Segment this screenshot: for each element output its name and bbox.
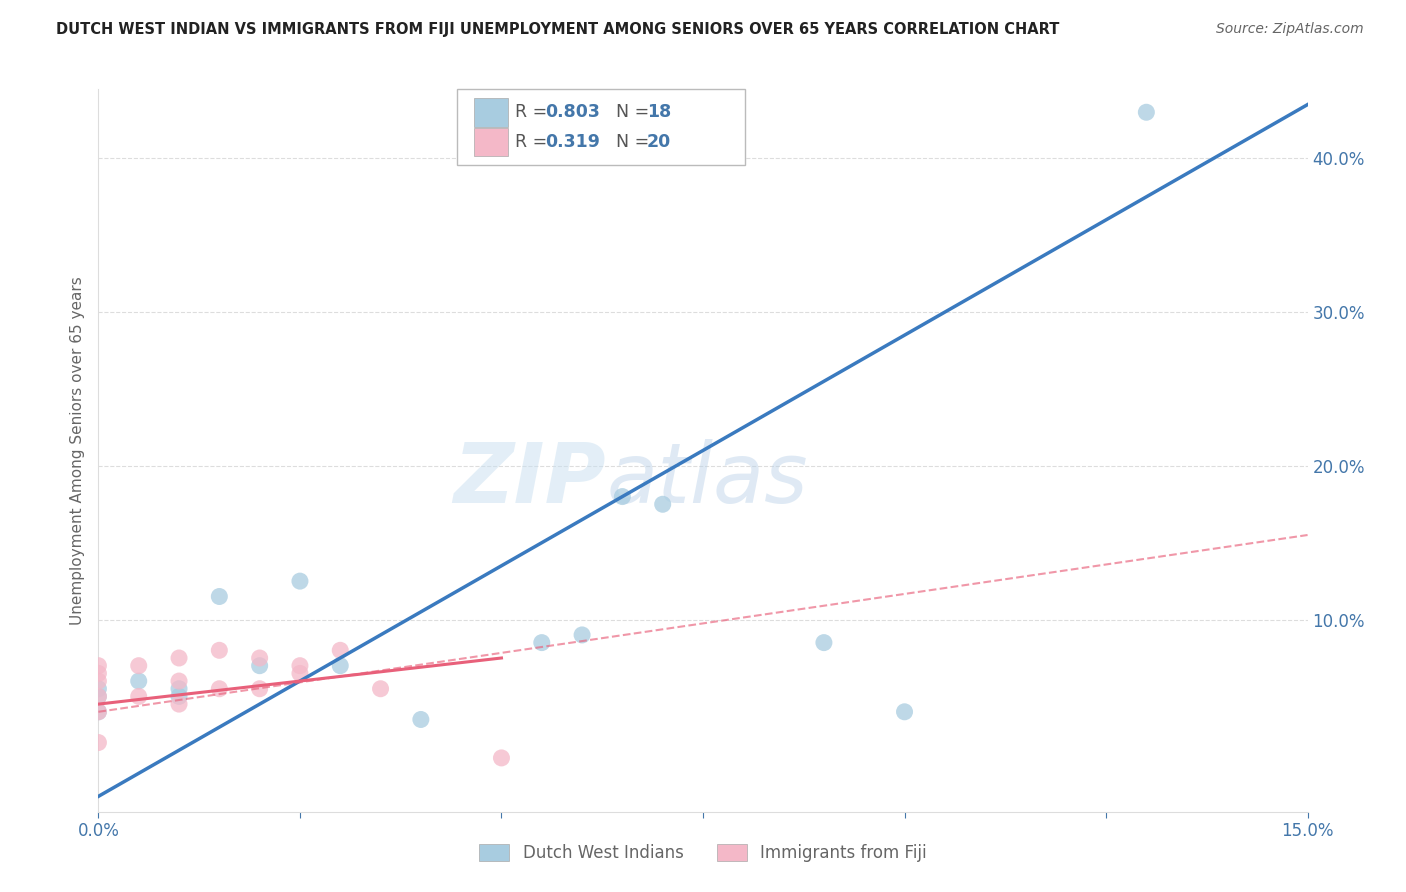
Point — [87, 735, 110, 749]
Point — [329, 643, 352, 657]
Text: Source: ZipAtlas.com: Source: ZipAtlas.com — [1216, 22, 1364, 37]
Point — [1135, 105, 1157, 120]
Point — [87, 690, 110, 704]
Point — [612, 490, 634, 504]
Point — [128, 690, 150, 704]
Text: atlas: atlas — [606, 439, 808, 520]
Point — [370, 681, 392, 696]
Point — [87, 674, 110, 689]
Point — [651, 497, 673, 511]
Text: 0.319: 0.319 — [546, 133, 600, 151]
Point — [329, 658, 352, 673]
Point — [208, 590, 231, 604]
Point — [128, 674, 150, 689]
Point — [167, 690, 190, 704]
Text: N =: N = — [616, 133, 655, 151]
Point — [87, 705, 110, 719]
Text: R =: R = — [515, 133, 553, 151]
Point — [208, 681, 231, 696]
Y-axis label: Unemployment Among Seniors over 65 years: Unemployment Among Seniors over 65 years — [69, 277, 84, 624]
Text: 20: 20 — [647, 133, 671, 151]
Point — [409, 713, 432, 727]
Point — [167, 681, 190, 696]
Text: ZIP: ZIP — [454, 439, 606, 520]
Point — [288, 658, 311, 673]
Text: N =: N = — [616, 103, 655, 121]
Point — [491, 751, 513, 765]
Point — [87, 658, 110, 673]
Point — [167, 674, 190, 689]
Point — [249, 681, 271, 696]
Text: 18: 18 — [647, 103, 671, 121]
Text: R =: R = — [515, 103, 553, 121]
Point — [87, 666, 110, 681]
Point — [288, 666, 311, 681]
Point — [87, 681, 110, 696]
Point — [249, 658, 271, 673]
Point — [87, 690, 110, 704]
Point — [571, 628, 593, 642]
Point — [530, 635, 553, 649]
Point — [128, 658, 150, 673]
Point — [893, 705, 915, 719]
Point — [249, 651, 271, 665]
Point — [208, 643, 231, 657]
Point — [87, 705, 110, 719]
Point — [167, 697, 190, 711]
Point — [167, 651, 190, 665]
Text: 0.803: 0.803 — [546, 103, 600, 121]
Text: DUTCH WEST INDIAN VS IMMIGRANTS FROM FIJI UNEMPLOYMENT AMONG SENIORS OVER 65 YEA: DUTCH WEST INDIAN VS IMMIGRANTS FROM FIJ… — [56, 22, 1060, 37]
Point — [813, 635, 835, 649]
Legend: Dutch West Indians, Immigrants from Fiji: Dutch West Indians, Immigrants from Fiji — [472, 837, 934, 869]
Point — [288, 574, 311, 588]
